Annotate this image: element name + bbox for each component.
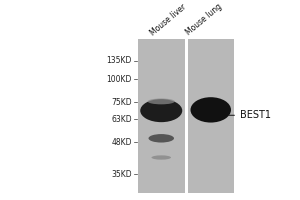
Bar [138,39,184,193]
Text: Mouse lung: Mouse lung [185,2,224,37]
Bar [188,39,234,193]
Ellipse shape [190,97,231,123]
Ellipse shape [148,134,174,143]
Text: 35KD: 35KD [111,170,132,179]
Ellipse shape [152,155,171,160]
Bar [185,39,188,193]
Ellipse shape [148,99,175,104]
Text: 135KD: 135KD [106,56,132,65]
Text: 100KD: 100KD [106,75,132,84]
Text: 48KD: 48KD [112,138,132,147]
Text: 75KD: 75KD [111,98,132,107]
Text: Mouse liver: Mouse liver [149,2,188,37]
Text: BEST1: BEST1 [229,110,271,120]
Text: 63KD: 63KD [111,115,132,124]
Ellipse shape [140,99,182,122]
